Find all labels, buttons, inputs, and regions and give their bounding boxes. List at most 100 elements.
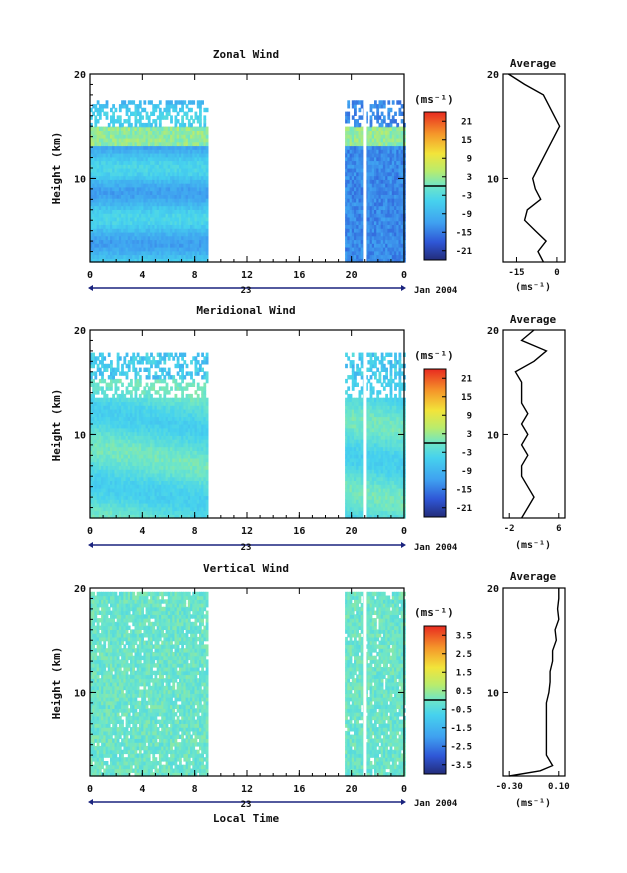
- heatmap-cell: [110, 378, 113, 384]
- heatmap-cell: [118, 156, 122, 162]
- heatmap-cell: [141, 250, 144, 256]
- heatmap-cell: [174, 510, 178, 515]
- heatmap-cell: [138, 461, 142, 466]
- heatmap-cell: [107, 487, 111, 493]
- heatmap-cell: [134, 378, 138, 384]
- heatmap-cell: [158, 457, 162, 463]
- heatmap-cell: [170, 160, 173, 165]
- heatmap-cell: [187, 472, 191, 478]
- heatmap-cell: [187, 247, 191, 252]
- heatmap-cell: [145, 412, 149, 418]
- heatmap-cell: [158, 149, 162, 154]
- heatmap-cell: [176, 209, 180, 214]
- heatmap-cell: [130, 356, 133, 361]
- heatmap-cell: [181, 168, 184, 173]
- heatmap-cell: [96, 254, 100, 259]
- heatmap-cell: [110, 231, 113, 237]
- heatmap-cell: [174, 454, 178, 459]
- heatmap-cell: [125, 201, 129, 207]
- heatmap-cell: [176, 461, 180, 466]
- heatmap-cell: [136, 164, 140, 169]
- heatmap-cell: [185, 198, 189, 203]
- heatmap-cell: [121, 254, 124, 259]
- heatmap-cell: [347, 224, 351, 229]
- heatmap-cell: [165, 401, 169, 406]
- heatmap-cell: [118, 393, 122, 399]
- heatmap-cell: [98, 397, 102, 403]
- heatmap-cell: [134, 420, 138, 425]
- heatmap-cell: [114, 235, 118, 241]
- heatmap-cell: [101, 472, 104, 478]
- heatmap-cell: [385, 209, 388, 214]
- heatmap-cell: [147, 435, 151, 440]
- heatmap-cell: [105, 164, 109, 169]
- heatmap-cell: [116, 156, 120, 162]
- heatmap-cell: [107, 122, 111, 128]
- heatmap-cell: [179, 424, 182, 429]
- heatmap-cell: [98, 378, 102, 384]
- heatmap-cell: [127, 487, 131, 493]
- heatmap-cell: [92, 239, 95, 244]
- heatmap-cell: [369, 175, 373, 180]
- heatmap-cell: [130, 424, 133, 429]
- heatmap-cell: [136, 382, 140, 387]
- heatmap-cell: [170, 405, 173, 410]
- heatmap-cell: [145, 487, 149, 493]
- heatmap-cell: [114, 171, 118, 177]
- heatmap-cell: [98, 194, 102, 199]
- heatmap-cell: [145, 164, 149, 169]
- heatmap-cell: [94, 247, 98, 252]
- heatmap-cell: [196, 186, 200, 192]
- heatmap-cell: [396, 254, 400, 259]
- heatmap-cell: [147, 480, 151, 485]
- heatmap-cell: [123, 258, 127, 263]
- heatmap-cell: [141, 412, 144, 418]
- heatmap-cell: [389, 122, 393, 128]
- heatmap-cell: [185, 435, 189, 440]
- heatmap-cell: [114, 213, 118, 218]
- heatmap-cell: [112, 427, 115, 433]
- heatmap-cell: [378, 186, 382, 192]
- heatmap-cell: [187, 168, 191, 173]
- heatmap-cell: [181, 145, 184, 150]
- heatmap-cell: [367, 205, 371, 210]
- heatmap-cell: [130, 168, 133, 173]
- heatmap-cell: [158, 405, 162, 410]
- heatmap-cell: [354, 171, 357, 177]
- heatmap-cell: [98, 115, 102, 120]
- heatmap-cell: [385, 137, 388, 143]
- heatmap-cell: [123, 220, 127, 225]
- heatmap-cell: [110, 175, 113, 180]
- heatmap-cell: [163, 484, 167, 489]
- heatmap-cell: [134, 461, 138, 466]
- heatmap-cell: [134, 487, 138, 493]
- heatmap-cell: [365, 247, 368, 252]
- heatmap-cell: [170, 134, 173, 139]
- heatmap-cell: [391, 220, 395, 225]
- heatmap-cell: [183, 510, 187, 515]
- heatmap-cell: [356, 168, 359, 173]
- heatmap-cell: [145, 201, 149, 207]
- heatmap-cell: [154, 141, 158, 147]
- heatmap-cell: [156, 491, 160, 497]
- heatmap-cell: [365, 224, 368, 229]
- heatmap-cell: [101, 149, 104, 154]
- heatmap-cell: [396, 250, 400, 256]
- heatmap-cell: [94, 401, 98, 406]
- heatmap-cell: [163, 375, 167, 380]
- heatmap-cell: [374, 171, 377, 177]
- heatmap-cell: [367, 156, 371, 162]
- heatmap-cell: [356, 100, 359, 105]
- heatmap-cell: [158, 386, 162, 391]
- heatmap-cell: [147, 100, 151, 105]
- heatmap-cell: [114, 506, 118, 512]
- heatmap-cell: [161, 412, 164, 418]
- heatmap-cell: [152, 198, 156, 203]
- heatmap-cell: [152, 431, 156, 436]
- heatmap-cell: [163, 183, 167, 188]
- heatmap-cell: [136, 137, 140, 143]
- heatmap-cell: [387, 111, 391, 116]
- heatmap-cell: [385, 186, 388, 192]
- heatmap-cell: [94, 461, 98, 466]
